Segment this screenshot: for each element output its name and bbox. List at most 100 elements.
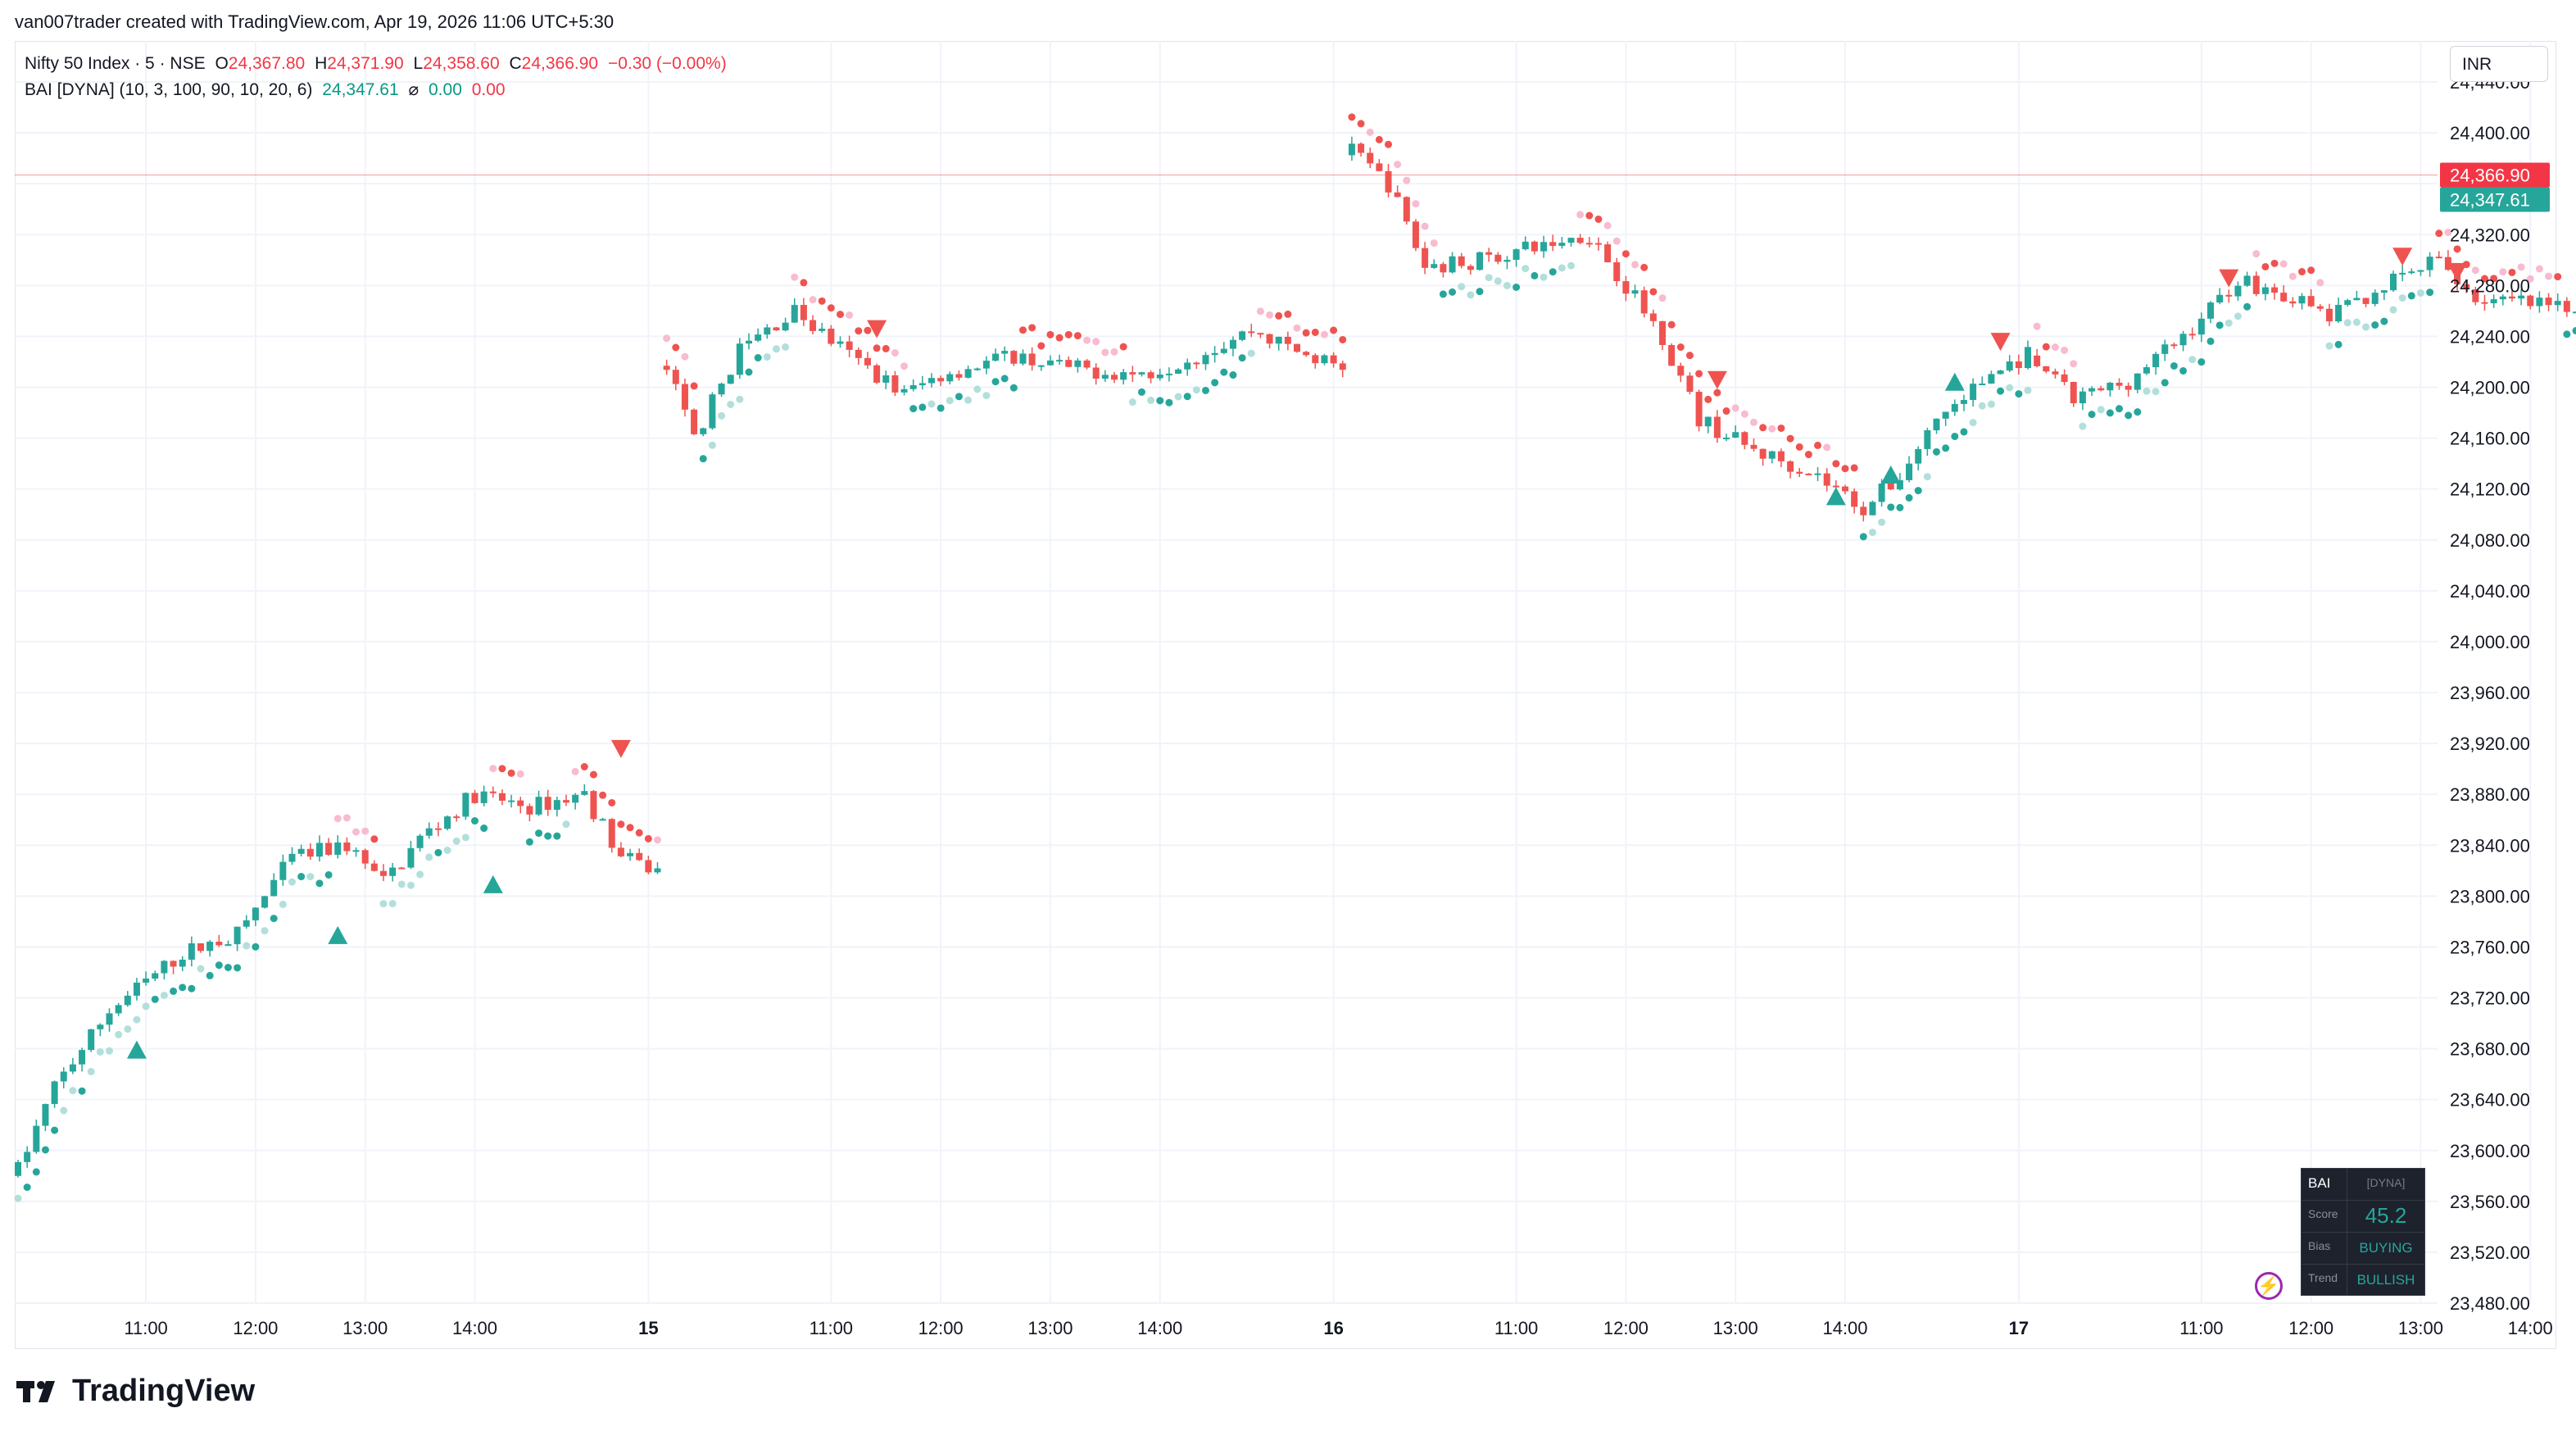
candle-body [1503,260,1511,262]
candle-body [1549,242,1557,246]
indicator-dot [1612,237,1621,245]
bai-bias-row: Bias BUYING [2302,1233,2424,1265]
currency-selector[interactable]: INR [2450,46,2548,82]
indicator-dot [2215,321,2224,329]
indicator-dot [873,344,881,352]
candle-body [2006,361,2013,371]
indicator-dot [2499,268,2507,276]
candle-body [2307,296,2315,307]
candle-body [1056,360,1064,362]
candle-body [243,920,250,927]
lightning-icon[interactable]: ⚡ [2255,1272,2283,1300]
candle-body [1604,244,1612,263]
open-value: 24,367.80 [228,54,306,73]
candle-body [599,819,606,821]
candle-body [2408,271,2415,274]
bai-bias-label: Bias [2302,1233,2347,1264]
indicator-dot [2453,245,2461,253]
candle-body [2116,382,2123,386]
indicator-dot [1667,320,1676,329]
candle-body [1851,491,1858,507]
indicator-dot [224,964,232,972]
candle-body [370,863,378,871]
indicator-dot [206,971,214,979]
candle-body [1704,416,1712,427]
candle-body [2261,287,2269,294]
indicator-dot [690,382,698,390]
candle-body [1129,372,1136,375]
candle-body [425,828,433,836]
candle-body [973,368,981,370]
candle-body [544,797,551,811]
time-tick-label: 14:00 [452,1318,497,1338]
indicator-dot [1375,135,1383,143]
indicator-dot [279,900,287,908]
price-tick-label: 23,960.00 [2450,683,2530,703]
grid-lines [15,41,2532,1304]
time-axis: 11:00 12:00 13:00 14:00 15 11:00 12:00 13:00 14:… [124,1318,2552,1338]
indicator-title[interactable]: BAI [DYNA] (10, 3, 100, 90, 10, 20, 6) [25,80,313,99]
buy-signal-marker [483,874,503,893]
indicator-dot [452,837,460,845]
candle-body [1312,355,1319,364]
candle-body [2179,334,2187,346]
candle-body [170,961,177,967]
indicator-dot [106,1047,113,1055]
candle-body [581,791,588,795]
candle-body [1832,485,1839,488]
sell-signal-marker [1990,333,2011,352]
indicator-dot [736,395,744,403]
price-tick-label: 24,160.00 [2450,429,2530,449]
price-tick-label: 24,080.00 [2450,530,2530,551]
indicator-dot [2234,312,2242,320]
candle-body [1467,266,1474,270]
indicator-dot [133,1015,141,1024]
tradingview-logo[interactable]: TradingView [16,1374,255,1409]
buy-signal-marker [1944,372,1965,391]
indicator-dot [2343,319,2352,327]
indicator-dot [1247,349,1255,357]
price-tick-label: 23,560.00 [2450,1192,2530,1212]
candle-body [1376,163,1383,171]
candle-body [882,375,890,383]
candle-body [462,793,469,817]
candle-body [755,334,762,341]
indicator-dot [124,1025,132,1033]
candle-body [1074,360,1082,367]
indicator-dot [2170,361,2178,370]
indicator-dot [718,411,726,420]
candle-body [1997,370,2004,375]
time-tick-label: 12:00 [233,1318,278,1338]
indicator-dot [2298,268,2306,276]
sell-signal-marker [1707,370,1727,389]
indicator-dot [87,1068,95,1076]
indicator-dot [2134,408,2142,416]
indicator-dot [1594,215,1603,223]
candle-body [2271,287,2279,293]
indicator-dot [397,880,406,888]
indicator-dot [1740,410,1748,418]
indicator-dot [2179,366,2188,375]
indicator-dot [1385,140,1392,148]
indicator-dot [1101,348,1109,357]
candle-body [2043,366,2050,372]
candle-body [361,850,369,864]
price-tick-label: 23,840.00 [2450,835,2530,856]
candle-body [2216,294,2224,303]
candle-body [855,349,862,358]
time-tick-label: 14:00 [1822,1318,1867,1338]
candle-body [261,896,269,908]
indicator-dot [1202,386,1209,394]
candle-body [69,1064,76,1072]
candle-body [2518,295,2525,299]
candle-body [1805,473,1812,475]
indicator-dot [1832,460,1840,468]
indicator-dot [2535,265,2543,273]
candle-body [508,800,515,802]
candle-body [1695,392,1703,427]
candle-body [389,867,397,876]
candle-body [380,870,387,876]
indicator-dot [2554,273,2562,281]
symbol-title[interactable]: Nifty 50 Index · 5 · NSE [25,54,206,73]
